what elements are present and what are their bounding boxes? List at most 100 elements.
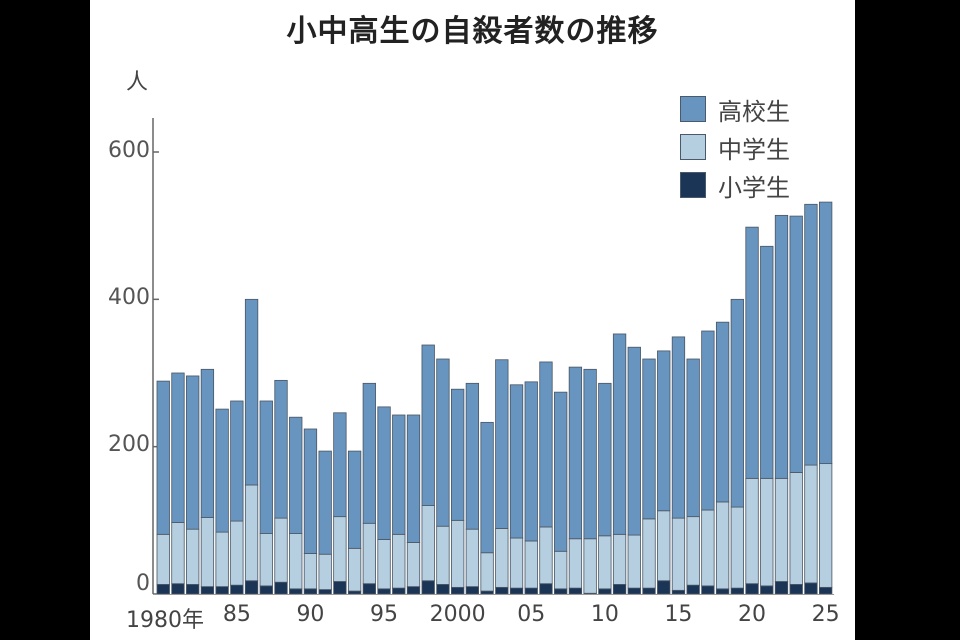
bar-segment <box>701 509 715 587</box>
bar-2001 <box>465 382 480 595</box>
bar-segment <box>274 517 288 583</box>
bar-plot <box>152 118 835 595</box>
bar-segment <box>230 520 244 586</box>
bar-2007 <box>554 391 568 595</box>
bar-segment <box>612 533 627 585</box>
x-tick-label: 20 <box>738 602 767 627</box>
bar-segment <box>760 245 774 479</box>
legend-label: 小学生 <box>718 173 790 202</box>
bar-segment <box>186 375 200 530</box>
bar-segment <box>421 505 435 582</box>
bar-segment <box>450 519 465 588</box>
bar-segment <box>568 587 583 595</box>
bar-1991 <box>318 450 332 595</box>
bar-1982 <box>186 375 200 595</box>
legend-item-high-school: 高校生 <box>680 90 790 128</box>
bar-segment <box>156 584 170 595</box>
bar-segment <box>333 412 347 518</box>
bar-segment <box>289 588 303 595</box>
bar-segment <box>215 586 229 595</box>
bar-segment <box>333 581 347 595</box>
bar-segment <box>524 540 538 589</box>
bar-segment <box>642 587 656 595</box>
bar-segment <box>774 214 789 479</box>
bar-segment <box>200 586 215 595</box>
bar-2018 <box>715 321 730 595</box>
bar-1986 <box>244 298 259 595</box>
bar-segment <box>657 580 671 595</box>
bar-segment <box>715 321 730 503</box>
bar-segment <box>450 388 465 521</box>
bar-segment <box>200 516 215 588</box>
bar-1989 <box>289 416 303 595</box>
bar-segment <box>686 358 700 518</box>
bar-segment <box>804 582 818 595</box>
bar-segment <box>524 587 538 595</box>
bar-segment <box>259 585 273 595</box>
bar-segment <box>760 585 774 595</box>
bar-segment <box>730 587 744 595</box>
bar-segment <box>465 586 480 595</box>
bar-segment <box>171 372 185 523</box>
y-tick-label: 200 <box>108 432 150 457</box>
y-axis-unit-label: 人 <box>126 70 149 95</box>
bar-segment <box>789 215 803 473</box>
bar-segment <box>509 384 524 539</box>
bar-segment <box>406 414 421 543</box>
bar-segment <box>303 588 318 595</box>
bar-segment <box>259 400 273 534</box>
bar-1987 <box>259 400 273 595</box>
bar-segment <box>406 586 421 595</box>
bar-segment <box>230 584 244 595</box>
bar-1984 <box>215 408 229 595</box>
bar-segment <box>642 358 656 520</box>
bar-segment <box>347 590 362 595</box>
bar-1994 <box>362 382 376 595</box>
x-tick-label: 10 <box>590 602 619 627</box>
bar-segment <box>819 201 833 465</box>
bar-segment <box>230 400 244 522</box>
bar-segment <box>171 583 185 595</box>
bar-2023 <box>789 215 803 595</box>
bar-segment <box>495 586 509 595</box>
bar-segment <box>244 298 259 486</box>
bar-segment <box>819 586 833 595</box>
bar-segment <box>657 510 671 582</box>
bar-segment <box>671 517 686 591</box>
bar-segment <box>657 350 671 512</box>
bar-segment <box>554 391 568 552</box>
bar-segment <box>377 406 391 540</box>
bar-2025 <box>819 201 833 595</box>
bar-segment <box>421 344 435 506</box>
bar-segment <box>392 414 406 535</box>
bar-segment <box>715 588 730 595</box>
bar-segment <box>598 382 612 537</box>
bar-segment <box>377 539 391 590</box>
bar-segment <box>554 550 568 590</box>
legend: 高校生 中学生 小学生 <box>680 90 790 204</box>
bar-segment <box>377 588 391 595</box>
bar-segment <box>156 380 170 535</box>
bar-segment <box>627 346 641 536</box>
bar-segment <box>495 359 509 529</box>
y-tick-label: 600 <box>108 138 150 163</box>
bar-2002 <box>480 421 494 595</box>
bar-segment <box>215 408 229 533</box>
bar-segment <box>259 533 273 587</box>
bar-segment <box>774 581 789 595</box>
bar-segment <box>730 298 744 508</box>
bar-1999 <box>436 358 450 595</box>
bar-segment <box>686 584 700 595</box>
chart-title: 小中高生の自殺者数の推移 <box>286 14 659 49</box>
bar-segment <box>347 450 362 549</box>
x-tick-label: 85 <box>222 602 251 627</box>
bar-segment <box>598 588 612 595</box>
bar-2017 <box>701 330 715 595</box>
x-tick-label: 1980年 <box>126 608 204 633</box>
x-tick-label: 95 <box>370 602 399 627</box>
bar-segment <box>318 553 332 590</box>
bar-2015 <box>671 336 686 595</box>
bar-1996 <box>392 414 406 595</box>
bar-segment <box>568 366 583 540</box>
bar-segment <box>612 584 627 595</box>
